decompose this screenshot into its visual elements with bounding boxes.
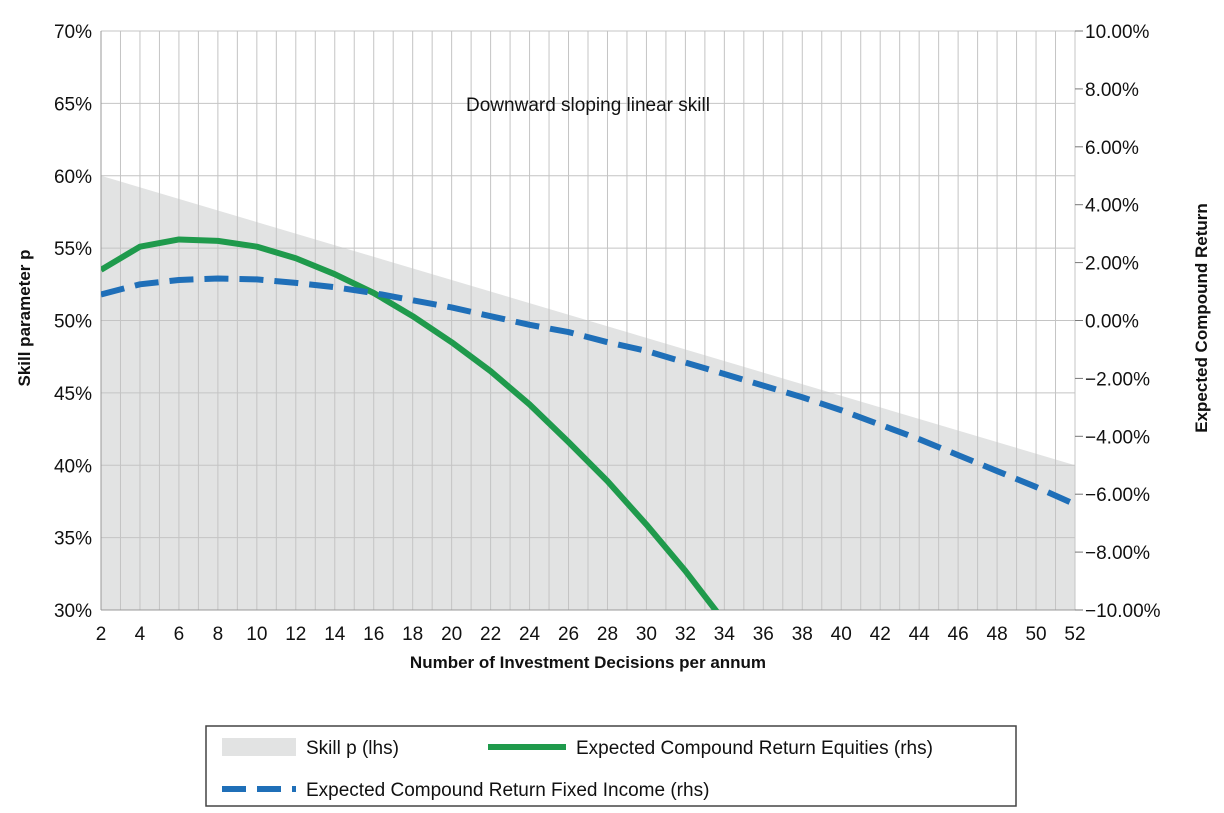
y-right-tick-label: −6.00% (1085, 485, 1150, 506)
y-left-tick-label: 55% (54, 239, 92, 260)
y-right-tick-label: 0.00% (1085, 312, 1139, 333)
y-left-tick-label: 60% (54, 167, 92, 188)
x-tick-label: 42 (870, 624, 891, 645)
x-tick-label: 28 (597, 624, 618, 645)
annotation: Downward sloping linear skill (466, 95, 710, 116)
legend-box (205, 725, 1017, 807)
x-tick-label: 52 (1064, 624, 1085, 645)
y-right-tick-label: 10.00% (1085, 22, 1150, 43)
grid (100, 30, 1083, 611)
y-left-tick-labels: 30% 35% 40% 45% 50% 55% 60% 65% 70% (54, 22, 92, 622)
y-left-axis-title: Skill parameter p (15, 249, 34, 386)
x-tick-label: 24 (519, 624, 541, 645)
y-left-tick-label: 70% (54, 22, 92, 43)
x-tick-label: 20 (441, 624, 462, 645)
y-right-axis-title: Expected Compound Return (1192, 203, 1211, 433)
legend-swatch-skill (222, 738, 296, 756)
x-tick-label: 14 (324, 624, 346, 645)
x-tick-label: 8 (213, 624, 224, 645)
y-right-tick-label: −10.00% (1085, 601, 1161, 622)
y-right-tick-label: 4.00% (1085, 196, 1139, 217)
y-right-tick-label: −4.00% (1085, 427, 1150, 448)
x-tick-label: 50 (1025, 624, 1046, 645)
fixed-income-line (101, 275, 1077, 508)
x-tick-label: 26 (558, 624, 579, 645)
y-right-tick-label: 8.00% (1085, 80, 1139, 101)
x-tick-label: 2 (96, 624, 107, 645)
legend-label-equities: Expected Compound Return Equities (rhs) (576, 738, 933, 759)
x-tick-label: 16 (363, 624, 384, 645)
x-tick-label: 10 (246, 624, 267, 645)
x-tick-label: 48 (987, 624, 1008, 645)
legend-label-skill: Skill p (lhs) (306, 738, 399, 759)
y-right-tick-labels: −10.00% −8.00% −6.00% −4.00% −2.00% 0.00% 2.00… (1085, 22, 1161, 622)
x-tick-label: 40 (831, 624, 852, 645)
x-tick-labels: 2 4 6 8 10 12 14 16 18 20 22 24 26 28 30 32 34 36 38 40 42 44… (96, 624, 1086, 645)
equities-line (101, 236, 720, 610)
x-tick-label: 44 (909, 624, 931, 645)
x-tick-label: 32 (675, 624, 696, 645)
x-tick-label: 30 (636, 624, 657, 645)
x-tick-label: 18 (402, 624, 423, 645)
legend: Skill p (lhs) Expected Compound Return E… (205, 725, 1017, 807)
y-left-tick-label: 30% (54, 601, 92, 622)
x-tick-label: 46 (948, 624, 969, 645)
x-tick-label: 22 (480, 624, 501, 645)
y-left-tick-label: 65% (54, 94, 92, 115)
y-left-tick-label: 40% (54, 456, 92, 477)
x-tick-label: 34 (714, 624, 736, 645)
y-right-tick-label: 2.00% (1085, 254, 1139, 275)
y-right-tick-label: −8.00% (1085, 543, 1150, 564)
y-left-tick-label: 50% (54, 312, 92, 333)
legend-label-fixed-income: Expected Compound Return Fixed Income (r… (306, 780, 709, 801)
y-right-tick-label: 6.00% (1085, 138, 1139, 159)
x-tick-label: 6 (174, 624, 185, 645)
series-layer (101, 236, 1077, 610)
x-tick-label: 36 (753, 624, 774, 645)
y-left-tick-label: 35% (54, 529, 92, 550)
y-left-tick-label: 45% (54, 384, 92, 405)
x-tick-label: 4 (135, 624, 146, 645)
y-right-tick-label: −2.00% (1085, 369, 1150, 390)
x-axis-title: Number of Investment Decisions per annum (410, 653, 766, 672)
x-tick-label: 12 (285, 624, 306, 645)
x-tick-label: 38 (792, 624, 813, 645)
